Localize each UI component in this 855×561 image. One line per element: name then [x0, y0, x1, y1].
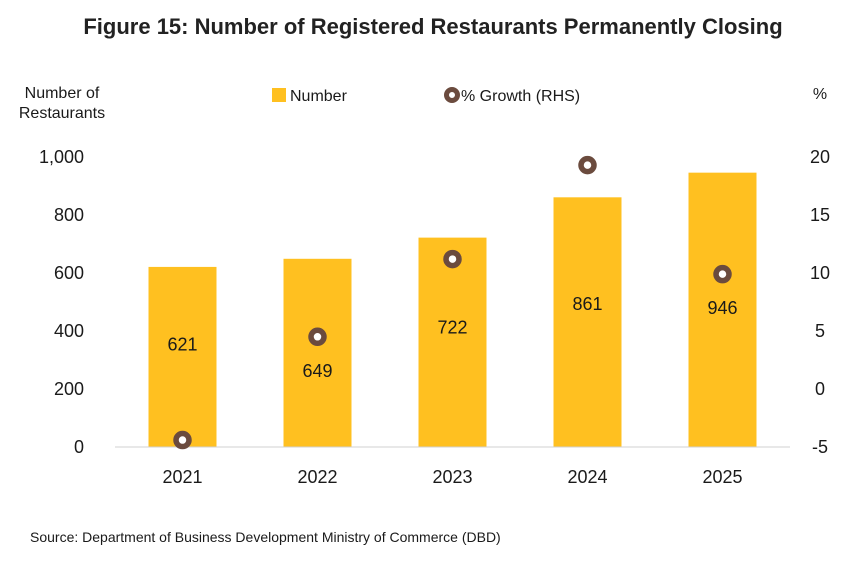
y-axis-title-line-1: Number of [25, 85, 100, 102]
y2-axis-title: % [813, 86, 827, 103]
y-tick-label: 0 [74, 437, 84, 457]
legend-label-growth: % Growth (RHS) [461, 88, 580, 105]
growth-marker-2023 [443, 249, 462, 269]
source-note: Source: Department of Business Developme… [30, 529, 501, 545]
y2-tick-label: -5 [812, 437, 828, 457]
y2-tick-label: 15 [810, 205, 830, 225]
bar-2022 [283, 258, 352, 447]
x-axis-ticks: 2021 2022 2023 2024 2025 [162, 467, 742, 487]
y-tick-label: 200 [54, 379, 84, 399]
bars [148, 172, 757, 447]
growth-markers [173, 155, 732, 450]
y-tick-label: 800 [54, 205, 84, 225]
bar-2023 [418, 237, 487, 447]
legend-swatch-number [272, 88, 286, 102]
bar-value-label: 649 [302, 361, 332, 381]
x-tick-label: 2023 [432, 467, 472, 487]
bar-value-label: 946 [707, 298, 737, 318]
x-tick-label: 2024 [567, 467, 607, 487]
bar-2024 [553, 197, 622, 447]
growth-marker-2025 [713, 264, 732, 284]
y-tick-label: 1,000 [39, 147, 84, 167]
bar-2025 [688, 172, 757, 447]
y2-tick-label: 5 [815, 321, 825, 341]
y2-tick-label: 10 [810, 263, 830, 283]
y-axis-ticks: 0 200 400 600 800 1,000 [39, 147, 84, 457]
x-tick-label: 2022 [297, 467, 337, 487]
growth-marker-2022 [308, 327, 327, 347]
chart-title: Figure 15: Number of Registered Restaura… [83, 14, 782, 39]
y2-tick-label: 0 [815, 379, 825, 399]
bar-value-label: 722 [437, 318, 467, 338]
growth-marker-2021 [173, 430, 192, 450]
growth-marker-2024 [578, 155, 597, 175]
legend-label-number: Number [290, 88, 348, 105]
y-tick-label: 400 [54, 321, 84, 341]
bar-2021 [148, 266, 217, 447]
bar-data-labels: 621 649 722 861 946 [167, 294, 737, 381]
y-axis-title-line-2: Restaurants [19, 105, 105, 122]
bar-value-label: 861 [572, 294, 602, 314]
y2-tick-label: 20 [810, 147, 830, 167]
y2-axis-ticks: -5 0 5 10 15 20 [810, 147, 830, 457]
legend-swatch-growth [444, 87, 460, 103]
x-tick-label: 2025 [702, 467, 742, 487]
y-tick-label: 600 [54, 263, 84, 283]
x-tick-label: 2021 [162, 467, 202, 487]
legend: Number % Growth (RHS) [272, 87, 580, 105]
bar-value-label: 621 [167, 335, 197, 355]
